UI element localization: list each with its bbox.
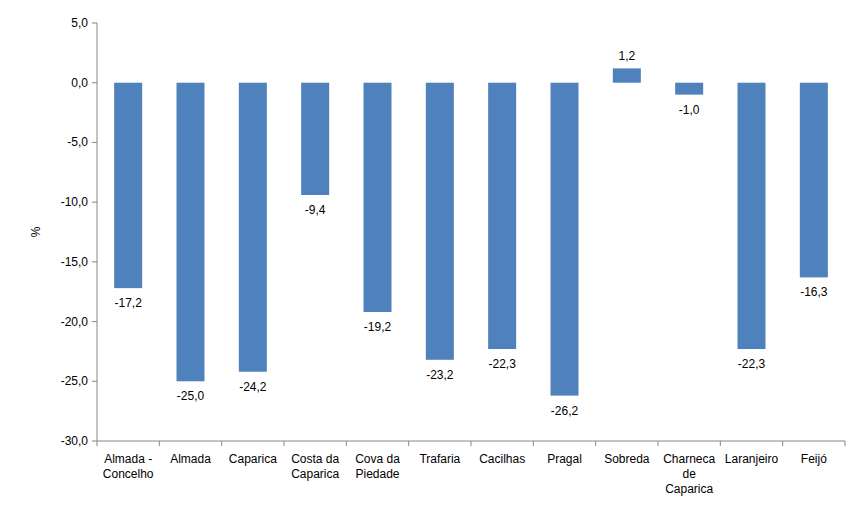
data-label: -9,4 [305, 203, 326, 217]
data-label: -22,3 [738, 357, 766, 371]
data-label: -26,2 [551, 404, 579, 418]
x-tick-label-line: Cova da [355, 452, 400, 466]
data-label: -17,2 [114, 296, 142, 310]
bar [551, 83, 579, 396]
data-label: -1,0 [679, 103, 700, 117]
y-tick [92, 441, 97, 442]
x-tick-label: Sobreda [604, 452, 650, 466]
x-tick-label-line: Almada [170, 452, 211, 466]
y-tick-label: 5,0 [71, 16, 88, 30]
bar [613, 68, 641, 82]
x-tick-label: Pragal [547, 452, 582, 466]
bars [114, 68, 828, 395]
x-tick-label: CharnecadeCaparica [663, 452, 715, 496]
y-tick [92, 142, 97, 143]
bar [800, 83, 828, 278]
data-label: 1,2 [618, 49, 635, 63]
data-label: -16,3 [800, 285, 828, 299]
x-tick-label: Almada [170, 452, 211, 466]
x-tick-label-line: Caparica [229, 452, 277, 466]
x-tick-label: Trafaria [419, 452, 460, 466]
bar [426, 83, 454, 360]
y-tick [92, 202, 97, 203]
x-tick-label-line: Concelho [103, 467, 154, 481]
x-tick [159, 441, 160, 446]
x-tick [782, 441, 783, 446]
x-tick-label: Feijó [801, 452, 827, 466]
x-tick-label-line: Trafaria [419, 452, 460, 466]
bar [301, 83, 329, 195]
x-tick-label-line: Costa da [291, 452, 339, 466]
y-axis [97, 23, 98, 441]
x-tick [845, 441, 846, 446]
y-tick-label: -20,0 [61, 315, 89, 329]
y-tick-label: -25,0 [61, 374, 89, 388]
x-tick-label-line: Charneca [663, 452, 715, 466]
x-tick [346, 441, 347, 446]
x-tick [658, 441, 659, 446]
data-label: -22,3 [488, 357, 516, 371]
bar [364, 83, 392, 312]
bar [239, 83, 267, 372]
y-axis-label: % [29, 226, 43, 237]
y-tick-label: -30,0 [61, 434, 89, 448]
x-tick-label: Cacilhas [479, 452, 525, 466]
x-tick-label-line: de [682, 467, 696, 481]
y-tick-label: 0,0 [71, 76, 88, 90]
x-tick-label-line: Caparica [291, 467, 339, 481]
y-tick [92, 23, 97, 24]
y-tick-label: -15,0 [61, 255, 89, 269]
x-tick-label-line: Piedade [355, 467, 399, 481]
x-tick [595, 441, 596, 446]
y-tick [92, 381, 97, 382]
x-tick [720, 441, 721, 446]
x-tick [533, 441, 534, 446]
x-tick-label: Cova daPiedade [355, 452, 400, 481]
x-tick [284, 441, 285, 446]
y-tick-label: -10,0 [61, 195, 89, 209]
chart: -30,0 -25,0 -20,0 -15,0 -10,0 -5,0 0,0 5,0% -17,… [0, 0, 866, 523]
x-tick-label-line: Feijó [801, 452, 827, 466]
data-label: -19,2 [364, 320, 392, 334]
x-tick-label-line: Caparica [665, 482, 713, 496]
x-tick-label-line: Laranjeiro [725, 452, 779, 466]
data-label: -25,0 [177, 389, 205, 403]
y-tick [92, 82, 97, 83]
bar [488, 83, 516, 349]
x-tick-label-line: Pragal [547, 452, 582, 466]
bar [177, 83, 205, 382]
y-tick [92, 321, 97, 322]
bar [738, 83, 766, 349]
x-tick-label: Costa daCaparica [291, 452, 339, 481]
x-tick [221, 441, 222, 446]
x-tick [97, 441, 98, 446]
x-tick-label-line: Almada - [104, 452, 152, 466]
x-tick-label-line: Sobreda [604, 452, 650, 466]
x-tick-label-line: Cacilhas [479, 452, 525, 466]
data-label: -24,2 [239, 380, 267, 394]
x-tick-label: Caparica [229, 452, 277, 466]
bar [114, 83, 142, 288]
x-tick [471, 441, 472, 446]
x-tick-label: Almada -Concelho [103, 452, 154, 481]
y-tick [92, 261, 97, 262]
y-tick-label: -5,0 [67, 135, 88, 149]
x-tick [408, 441, 409, 446]
x-tick-label: Laranjeiro [725, 452, 779, 466]
bar [675, 83, 703, 95]
data-label: -23,2 [426, 368, 454, 382]
